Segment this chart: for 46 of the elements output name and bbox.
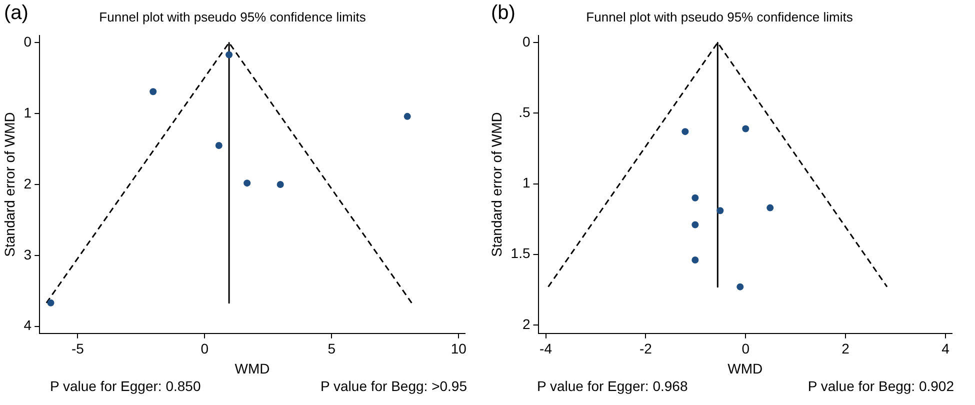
point [766,204,774,212]
x-tick-label: 5 [328,340,336,357]
text: (b) [491,2,516,25]
y-axis-title: Standard error of WMD [488,112,504,257]
y-tick-label: .5 [518,104,530,120]
point [742,125,750,132]
x-tick-label: -2 [639,340,652,357]
chart-title: Funnel plot with pseudo 95% confidence limits [99,9,366,24]
point [404,112,411,120]
point [716,207,724,214]
x-tick-label: 4 [942,340,950,357]
y-tick-label: 2 [522,316,530,332]
text: (a) [4,2,28,25]
text: P value for Begg: 0.902 [808,378,954,394]
y-tick-label: 1 [24,104,32,120]
point [47,299,54,306]
point [226,51,233,58]
point [736,283,744,290]
x-axis-title: WMD [728,360,763,376]
y-tick-label: 1.5 [510,245,530,262]
y-axis-title: Standard error of WMD [1,112,18,257]
x-tick-label: 0 [742,340,750,357]
x-tick-label: -5 [71,340,84,357]
text: P value for Egger: 0.850 [50,378,201,394]
text: P value for Begg: >0.95 [320,378,467,394]
point [692,221,699,228]
x-tick-label: 2 [842,340,850,357]
y-tick-label: 4 [24,317,32,334]
y-tick-label: 0 [522,34,530,50]
point [692,256,699,264]
x-tick-label: 10 [450,340,467,357]
y-tick-label: 0 [24,34,32,50]
x-axis-title: WMD [234,360,270,376]
y-tick-label: 2 [24,175,32,192]
text: P value for Egger: 0.968 [537,378,688,394]
point [150,88,157,96]
y-tick-label: 3 [24,246,32,262]
chart-title: Funnel plot with pseudo 95% confidence limits [586,9,854,24]
point [692,194,699,202]
point [682,128,689,136]
x-tick-label: -4 [540,340,552,357]
point [244,180,251,187]
point [276,181,284,188]
point [215,142,222,150]
y-tick-label: 1 [522,174,530,191]
x-tick-label: 0 [200,340,209,357]
